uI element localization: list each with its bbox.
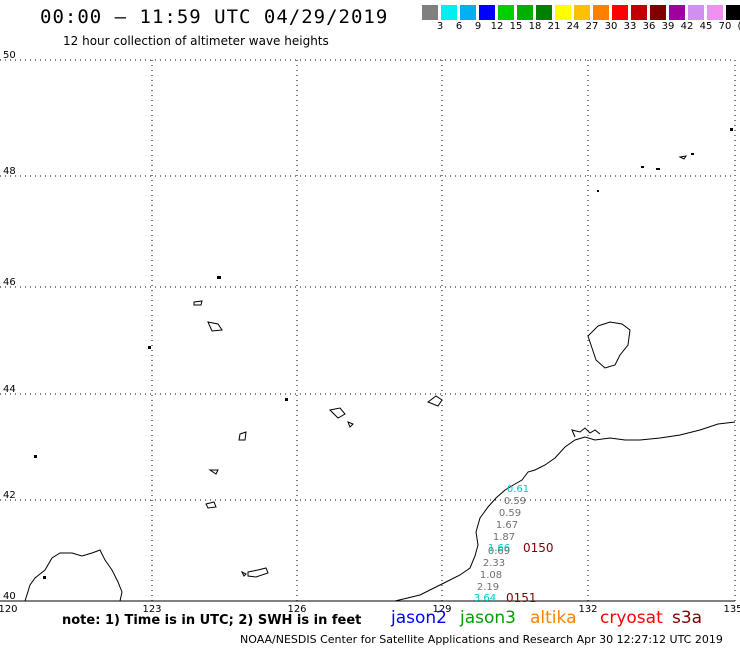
satellite-legend-s3a: s3a: [672, 608, 703, 628]
coastline: [24, 155, 736, 602]
page-subtitle: 12 hour collection of altimeter wave hei…: [63, 34, 329, 48]
latitude-label: 46: [3, 277, 16, 288]
legend-swatch: [498, 5, 514, 20]
wave-height-label: 1.08: [480, 570, 502, 581]
legend-swatch: [460, 5, 476, 20]
latitude-label: 48: [3, 166, 16, 177]
latitude-label: 44: [3, 384, 16, 395]
wave-height-label: 2.33: [483, 558, 505, 569]
wave-height-labels: 0.610.590.591.671.871.660.692.331.082.19…: [474, 484, 529, 604]
legend-swatch: [536, 5, 552, 20]
legend-swatch: [517, 5, 533, 20]
satellite-legend-cryosat: cryosat: [600, 608, 663, 628]
legend-swatch: [707, 5, 723, 20]
latitude-labels: 50 48 46 44 42 40: [3, 50, 16, 602]
legend-swatch: [688, 5, 704, 20]
legend-label: 30: [604, 21, 618, 32]
wave-height-label: 0.59: [499, 508, 521, 519]
legend-swatch: [650, 5, 666, 20]
longitude-label: 129: [432, 604, 451, 615]
legend-label: 33: [623, 21, 637, 32]
satellite-legend-jason2: jason2: [391, 608, 447, 628]
longitude-label: 135: [723, 604, 740, 615]
longitude-label: 123: [142, 604, 161, 615]
legend-label: 21: [547, 21, 561, 32]
legend-swatch: [441, 5, 457, 20]
legend-label: 15: [509, 21, 523, 32]
satellite-legend-altika: altika: [530, 608, 577, 628]
pass-time-label: 0151: [506, 591, 537, 605]
legend-swatch: [631, 5, 647, 20]
longitude-label: 120: [0, 604, 18, 615]
legend-swatch: [555, 5, 571, 20]
page-title: 00:00 – 11:59 UTC 04/29/2019: [40, 6, 389, 28]
wave-height-label: 0.61: [507, 484, 529, 495]
legend-unit: (ft): [734, 21, 740, 32]
footer-note: note: 1) Time is in UTC; 2) SWH is in fe…: [62, 613, 362, 628]
legend-swatch: [593, 5, 609, 20]
latitude-label: 42: [3, 490, 16, 501]
legend-label: 45: [699, 21, 713, 32]
legend-swatch: [479, 5, 495, 20]
wave-height-label: 1.66: [488, 543, 510, 554]
legend-swatch: [669, 5, 685, 20]
legend-swatch: [574, 5, 590, 20]
legend-label: 70: [718, 21, 732, 32]
legend-label: 36: [642, 21, 656, 32]
wave-height-label: 3.64: [474, 593, 496, 604]
latitude-label: 40: [3, 591, 16, 602]
wave-height-label: 0.69: [488, 546, 510, 557]
latitude-label: 50: [3, 50, 16, 61]
wave-height-label: 1.67: [496, 520, 518, 531]
wave-height-label: 2.19: [477, 582, 499, 593]
longitude-labels: 120 123 126 129 132 135: [0, 604, 740, 615]
legend-swatch: [422, 5, 438, 20]
longitude-label: 126: [287, 604, 306, 615]
legend-label: 18: [528, 21, 542, 32]
legend-label: 27: [585, 21, 599, 32]
legend-label: 6: [455, 21, 463, 32]
legend-label: 9: [474, 21, 482, 32]
legend-swatch: [726, 5, 740, 20]
legend-label: 24: [566, 21, 580, 32]
legend-label: 39: [661, 21, 675, 32]
wave-height-label: 1.87: [493, 532, 515, 543]
satellite-legend-jason3: jason3: [460, 608, 516, 628]
legend-label: 42: [680, 21, 694, 32]
pass-time-label: 0150: [523, 541, 554, 555]
pass-time-labels: 0150 0151: [506, 541, 554, 605]
wave-height-label: 0.59: [504, 496, 526, 507]
legend-label: 12: [490, 21, 504, 32]
small-islands: [34, 128, 733, 579]
longitude-label: 132: [578, 604, 597, 615]
credit-line: NOAA/NESDIS Center for Satellite Applica…: [240, 633, 723, 646]
legend-label: 3: [436, 21, 444, 32]
legend-swatch: [612, 5, 628, 20]
map-grid: [0, 59, 736, 601]
